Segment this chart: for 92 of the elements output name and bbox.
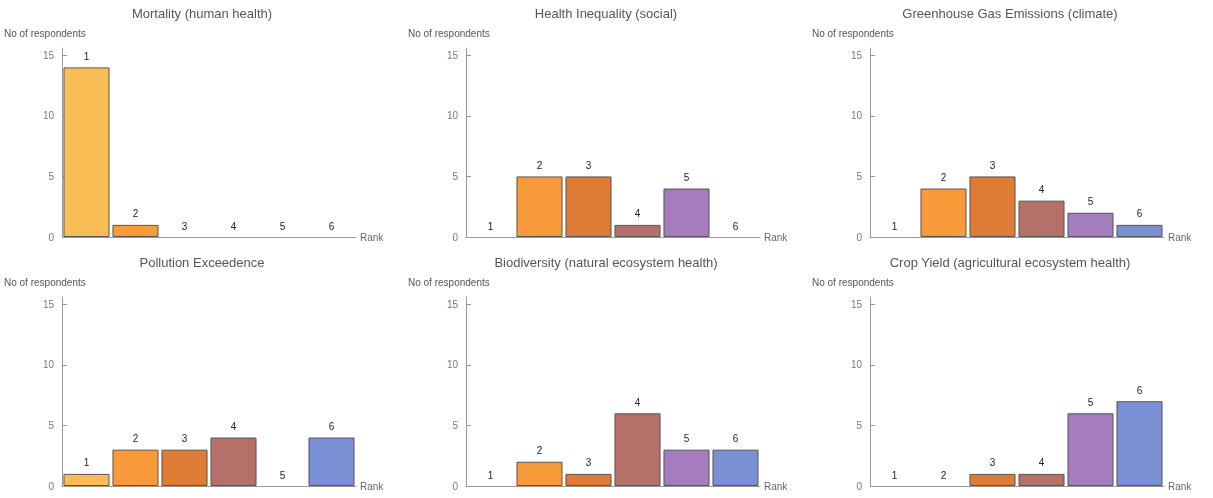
- x-tick-label: 4: [634, 396, 641, 408]
- x-axis-title: Rank: [764, 480, 789, 492]
- x-tick-label: 6: [732, 220, 739, 232]
- x-tick-label: 2: [536, 445, 543, 457]
- x-tick-label: 1: [891, 469, 898, 481]
- y-tick-label: 15: [446, 298, 459, 310]
- x-tick-label: 4: [1038, 457, 1045, 469]
- bar: [1116, 401, 1163, 486]
- y-axis-title: No of respondents: [812, 27, 894, 39]
- x-tick-label: 1: [83, 457, 90, 469]
- x-tick-label: 3: [989, 159, 996, 171]
- y-axis-title: No of respondents: [812, 276, 894, 288]
- x-tick-label: 1: [487, 469, 494, 481]
- x-tick-label: 2: [536, 159, 543, 171]
- bar: [565, 176, 612, 237]
- bar: [161, 449, 208, 486]
- y-axis-title: No of respondents: [4, 27, 86, 39]
- x-tick-label: 4: [230, 220, 237, 232]
- x-tick-label: 2: [940, 469, 947, 481]
- chart-title: Mortality (human health): [131, 6, 273, 21]
- x-tick-label: 5: [279, 469, 286, 481]
- y-axis-title: No of respondents: [408, 276, 490, 288]
- y-tick-label: 10: [42, 110, 55, 122]
- x-tick-label: 6: [328, 220, 335, 232]
- x-tick-label: 2: [940, 172, 947, 184]
- chart-title: Health Inequality (social): [534, 6, 678, 21]
- y-tick-label: 0: [48, 480, 55, 492]
- y-axis-title: No of respondents: [408, 27, 490, 39]
- bar: [969, 473, 1016, 486]
- bar: [1067, 413, 1114, 486]
- bar: [712, 449, 759, 486]
- x-tick-label: 3: [181, 220, 188, 232]
- y-tick-label: 15: [446, 49, 459, 61]
- x-tick-label: 3: [585, 457, 592, 469]
- x-tick-label: 3: [989, 457, 996, 469]
- y-tick-label: 15: [42, 298, 55, 310]
- chart-title: Biodiversity (natural ecosystem health): [494, 255, 718, 270]
- y-tick-label: 0: [856, 480, 863, 492]
- x-tick-label: 3: [181, 433, 188, 445]
- chart-title: Pollution Exceedence: [139, 255, 265, 270]
- bar: [516, 461, 563, 486]
- y-tick-label: 15: [42, 49, 55, 61]
- chart-title: Greenhouse Gas Emissions (climate): [902, 6, 1118, 21]
- y-tick-label: 10: [446, 359, 459, 371]
- bar: [112, 449, 159, 486]
- x-tick-label: 2: [132, 433, 139, 445]
- x-tick-label: 4: [634, 208, 641, 220]
- bar: [1067, 212, 1114, 237]
- x-tick-label: 6: [328, 421, 335, 433]
- bar: [516, 176, 563, 237]
- y-tick-label: 0: [452, 480, 459, 492]
- x-axis-title: Rank: [764, 231, 789, 243]
- bar: [663, 188, 710, 237]
- x-tick-label: 6: [1136, 208, 1143, 220]
- bar: [63, 473, 110, 486]
- bar: [614, 224, 661, 237]
- bar: [1116, 224, 1163, 237]
- y-tick-label: 0: [856, 231, 863, 243]
- x-tick-label: 1: [487, 220, 494, 232]
- x-tick-label: 1: [83, 50, 90, 62]
- x-tick-label: 3: [585, 159, 592, 171]
- bar: [614, 413, 661, 486]
- bar: [969, 176, 1016, 237]
- bar: [920, 188, 967, 237]
- x-axis-title: Rank: [360, 480, 385, 492]
- y-tick-label: 0: [452, 231, 459, 243]
- y-tick-label: 10: [446, 110, 459, 122]
- y-tick-label: 0: [48, 231, 55, 243]
- x-axis-title: Rank: [1168, 480, 1193, 492]
- bar: [663, 449, 710, 486]
- y-tick-label: 10: [850, 110, 863, 122]
- y-tick-label: 10: [42, 359, 55, 371]
- x-tick-label: 4: [230, 421, 237, 433]
- y-tick-label: 10: [850, 359, 863, 371]
- bar: [1018, 473, 1065, 486]
- x-tick-label: 5: [683, 433, 690, 445]
- bar: [210, 437, 257, 486]
- x-tick-label: 6: [1136, 384, 1143, 396]
- x-tick-label: 6: [732, 433, 739, 445]
- x-tick-label: 1: [891, 220, 898, 232]
- bar: [308, 437, 355, 486]
- y-tick-label: 15: [850, 49, 863, 61]
- x-axis-title: Rank: [1168, 231, 1193, 243]
- y-tick-label: 15: [850, 298, 863, 310]
- y-axis-title: No of respondents: [4, 276, 86, 288]
- bar: [565, 473, 612, 486]
- bar: [1018, 200, 1065, 237]
- x-tick-label: 2: [132, 208, 139, 220]
- x-tick-label: 4: [1038, 184, 1045, 196]
- x-axis-title: Rank: [360, 231, 385, 243]
- chart-title: Crop Yield (agricultural ecosystem health): [889, 255, 1131, 270]
- x-tick-label: 5: [279, 220, 286, 232]
